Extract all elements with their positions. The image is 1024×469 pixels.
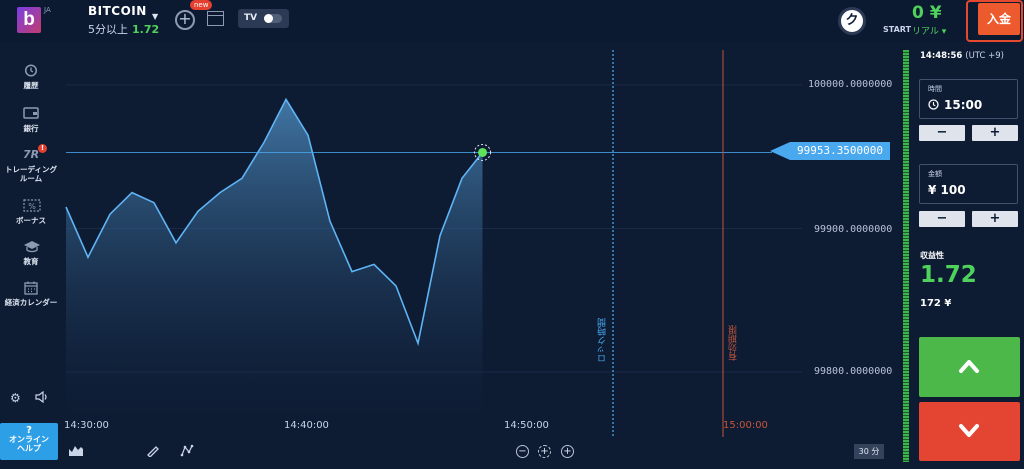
calendar-icon <box>23 281 39 295</box>
help-question-icon: ? <box>26 425 32 436</box>
amount-increase-button[interactable]: + <box>972 211 1018 227</box>
area-chart-icon[interactable] <box>69 444 83 459</box>
time-axis-label-expiry: 15:00:00 <box>723 420 768 431</box>
current-price-point <box>474 143 492 161</box>
sidebar-item-label: 銀行 <box>23 124 39 133</box>
sidebar-item-calendar[interactable]: 経済カレンダー <box>0 281 62 307</box>
clock-icon <box>928 99 939 110</box>
time-field[interactable]: 時間 15:00 <box>919 79 1018 119</box>
crosshair-icon[interactable]: + <box>538 445 551 458</box>
chevron-up-icon <box>959 360 979 373</box>
sentiment-ribbon <box>903 50 909 462</box>
asset-dropdown-icon[interactable]: ▼ <box>152 12 159 21</box>
asset-expiry: 5分以上 <box>88 23 128 36</box>
gear-icon[interactable]: ⚙ <box>10 391 21 405</box>
sidebar-item-label: 教育 <box>23 257 39 266</box>
amount-value: ¥ 100 <box>928 183 966 197</box>
sidebar-item-history[interactable]: 履歴 <box>0 64 62 90</box>
help-label-line1: オンライン <box>9 435 49 444</box>
toggle-knob-icon <box>264 14 282 23</box>
left-sidebar: 履歴 銀行 7R ! トレーディング ルーム % ボーナス 教育 経済カレンダー <box>0 42 62 469</box>
current-price-tag: 99953.3500000 <box>770 142 890 160</box>
timer-icon[interactable]: ク <box>838 7 866 35</box>
sidebar-item-label: ボーナス <box>16 216 46 225</box>
time-axis-label: 14:50:00 <box>504 420 549 431</box>
account-balance: 0 ¥ <box>912 3 942 23</box>
price-axis-label: 99900.0000000 <box>814 224 893 235</box>
help-label-line2: ヘルプ <box>17 444 41 453</box>
current-price-value: 99953.3500000 <box>790 142 890 160</box>
online-help-button[interactable]: ? オンライン ヘルプ <box>0 423 58 460</box>
tradingview-toggle[interactable]: TV <box>238 9 289 28</box>
lock-time-label: ロック時間 <box>598 318 608 363</box>
pencil-icon[interactable] <box>146 444 159 460</box>
sidebar-item-label: 経済カレンダー <box>4 298 58 307</box>
time-value: 15:00 <box>944 98 983 112</box>
expiry-time-label: 有効期限 <box>729 325 739 361</box>
price-axis-label: 100000.0000000 <box>808 79 893 90</box>
sidebar-item-trading-room[interactable]: 7R ! トレーディング ルーム <box>0 144 62 183</box>
chart-series <box>65 97 484 423</box>
chevron-down-icon <box>959 424 979 437</box>
server-clock: 14:48:56 (UTC +9) <box>920 51 1004 61</box>
profit-amount: 172 ¥ <box>920 298 952 309</box>
trading-room-icon: 7R <box>22 148 40 161</box>
clock-time: 14:48:56 <box>920 51 963 61</box>
asset-details: 5分以上 1.72 <box>88 21 159 37</box>
time-axis-label: 14:30:00 <box>64 420 109 431</box>
indicators-icon[interactable] <box>180 444 194 460</box>
wallet-icon <box>23 107 39 120</box>
clock-timezone: (UTC +9) <box>965 51 1004 61</box>
interval-selector[interactable]: 30 分 <box>854 444 884 459</box>
speaker-icon[interactable] <box>35 390 49 406</box>
amount-decrease-button[interactable]: − <box>919 211 965 227</box>
sidebar-item-label: 履歴 <box>23 81 39 90</box>
zoom-in-button[interactable]: + <box>561 445 574 458</box>
add-asset-button[interactable]: + <box>175 10 195 30</box>
sidebar-item-bank[interactable]: 銀行 <box>0 107 62 133</box>
notification-badge: ! <box>38 144 47 153</box>
profitability-label: 収益性 <box>920 251 944 260</box>
bonus-icon: % <box>23 199 41 212</box>
top-bar: b JA BITCOIN 5分以上 1.72 ▼ + new TV ク 0 ¥ S… <box>0 0 1024 42</box>
deposit-highlight <box>966 0 1023 42</box>
amount-field-label: 金額 <box>928 170 942 178</box>
sidebar-item-bonus[interactable]: % ボーナス <box>0 199 62 225</box>
zoom-out-button[interactable]: − <box>516 445 529 458</box>
amount-field[interactable]: 金額 ¥ 100 <box>919 164 1018 204</box>
time-increase-button[interactable]: + <box>972 125 1018 141</box>
start-label: START <box>883 25 912 34</box>
sidebar-item-label: トレーディング ルーム <box>5 165 57 183</box>
put-button[interactable] <box>919 402 1020 461</box>
time-stepper: − + <box>919 125 1018 141</box>
price-axis-label: 99800.0000000 <box>814 366 893 377</box>
price-series-line <box>65 97 484 347</box>
brand-logo[interactable]: b <box>17 7 41 33</box>
graduation-cap-icon <box>23 240 40 253</box>
time-field-label: 時間 <box>928 85 942 93</box>
price-area-fill <box>66 99 483 423</box>
asset-payout: 1.72 <box>132 23 160 36</box>
time-field-value: 15:00 <box>928 98 982 112</box>
current-point-dot <box>478 147 488 157</box>
deposit-button[interactable]: 入金 <box>978 3 1020 35</box>
language-label: JA <box>44 6 51 14</box>
time-decrease-button[interactable]: − <box>919 125 965 141</box>
amount-stepper: − + <box>919 211 1018 227</box>
price-chart[interactable] <box>62 42 904 442</box>
price-tag-arrow-icon <box>770 142 790 160</box>
new-badge: new <box>190 0 213 10</box>
tradingview-label: TV <box>244 13 258 23</box>
svg-text:%: % <box>28 202 36 211</box>
call-button[interactable] <box>919 337 1020 397</box>
time-axis-label: 14:40:00 <box>284 420 329 431</box>
asset-name[interactable]: BITCOIN <box>88 4 147 18</box>
history-icon <box>23 64 39 77</box>
current-point-ring <box>474 143 492 161</box>
sidebar-item-education[interactable]: 教育 <box>0 240 62 266</box>
chart-type-icon[interactable] <box>207 11 224 26</box>
profitability-value: 1.72 <box>920 262 977 288</box>
account-type-selector[interactable]: リアル ▾ <box>912 27 947 37</box>
